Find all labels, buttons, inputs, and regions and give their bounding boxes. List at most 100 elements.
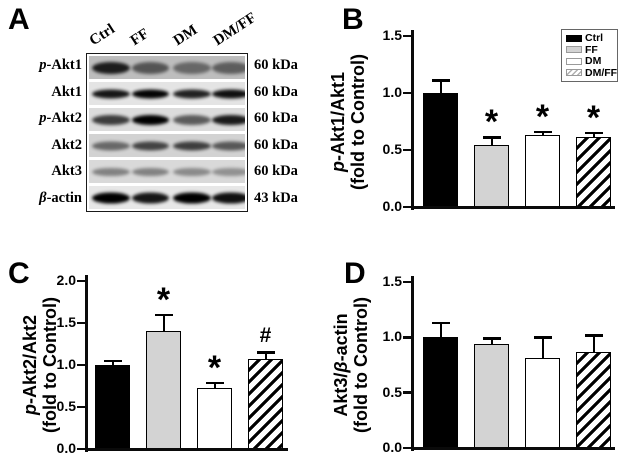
legend-label: FF [585,43,598,56]
protein-label-segment: p [39,57,47,74]
y-axis-label-segment: -actin [331,313,351,362]
y-tick-label: 1.0 [382,84,402,100]
blot-band [92,167,130,176]
kda-label: 60 kDa [254,163,298,180]
protein-label: β-actin [0,190,82,207]
error-bar-stem [439,322,442,338]
y-tick [403,34,411,38]
legend-label: DM/FF [585,66,618,79]
y-tick-label: 1.5 [382,27,402,43]
blot-band [92,61,130,74]
blot-strip-5 [89,186,245,209]
y-axis-label-line2: (fold to Control) [40,297,60,433]
protein-label: p-Akt2 [0,110,82,127]
significance-marker: # [259,324,272,348]
error-bar-cap [431,321,450,325]
kda-label: 60 kDa [254,136,298,153]
x-axis [411,206,615,209]
y-tick-label: 0.5 [382,383,402,400]
y-axis-label: p-Akt2/Akt2 (fold to Control) [18,215,62,459]
panel-b-label: B [342,3,364,36]
panel-d-label: D [344,257,366,290]
y-tick [403,336,411,339]
blot-band [173,114,211,125]
error-bar-stem [213,382,216,388]
blot-strip-2 [89,108,245,131]
y-axis-label-line1: p-Akt2/Akt2 [20,315,40,415]
y-tick [403,91,411,95]
y-tick [77,363,85,367]
error-bar-stem [592,335,595,352]
error-bar-cap [482,136,501,139]
bar-ff [146,330,181,449]
y-tick-label: 1.5 [56,314,76,330]
y-axis-label-segment: p [20,404,40,416]
blot-band [173,167,211,176]
y-axis-label-line2: (fold to Control) [348,53,368,190]
y-axis-label-segment: p [328,160,348,172]
y-tick [403,280,411,284]
y-axis [411,276,414,451]
x-axis [411,447,615,450]
blot-band [92,141,130,150]
panel-a-label: A [8,3,30,36]
legend-swatch-gray [566,46,582,53]
blot-band [131,89,170,98]
legend-item-ctrl: Ctrl [566,32,614,44]
error-bar-cap [533,130,552,134]
y-axis-label-segment: β [331,361,351,373]
blot-band [212,61,245,74]
y-tick-label: 0.5 [56,398,76,414]
significance-marker: * [207,348,222,387]
error-bar-cap [584,131,603,135]
blot-strip-0 [89,56,245,79]
y-axis-label-line1: p-Akt1/Akt1 [328,71,348,171]
y-axis-label-line2: (fold to Control) [351,297,371,433]
blot-band [212,141,245,150]
bar-dm [525,358,560,448]
y-tick [403,205,411,209]
blot-band [173,141,211,150]
bar-dm-ff [576,351,611,448]
bar-dm [525,135,560,207]
y-tick-label: 0.5 [382,141,402,157]
protein-label-segment: -Akt2 [46,110,82,127]
y-tick-label: 1.0 [382,328,402,345]
legend-item-dm: DM [566,55,614,67]
blot-band [212,89,245,98]
x-axis [85,448,288,451]
kda-label: 60 kDa [254,57,298,74]
protein-label: Akt1 [0,84,82,101]
legend: Ctrl FF DM DM/FF [561,29,618,82]
legend-swatch-black [566,34,582,42]
y-tick [403,391,411,394]
error-bar-cap [205,381,224,385]
y-tick-label: 0.0 [56,440,76,456]
bar-ctrl [423,337,458,448]
kda-label: 43 kDa [254,189,298,206]
error-bar-stem [592,132,595,138]
blot-band [212,192,245,203]
y-tick [403,446,411,450]
bar-dm-ff [576,137,611,207]
error-bar-cap [154,313,173,316]
legend-swatch-hatch [566,69,582,76]
blot-band [131,167,170,176]
panel-c-label: C [8,257,30,290]
blot-band [173,61,211,74]
blot-band [92,89,130,98]
bar-dm [197,387,232,449]
error-bar-stem [162,314,165,331]
significance-marker: * [484,103,499,142]
error-bar-cap [482,337,501,340]
blot-band [173,89,211,98]
protein-label-segment: p [39,110,47,127]
blot-band [173,192,211,203]
blot-band [131,61,170,74]
y-axis-label-segment: Akt3/ [331,372,351,417]
bar-ctrl [423,93,458,207]
y-tick-label: 1.0 [56,356,76,372]
blot-band [212,167,245,176]
